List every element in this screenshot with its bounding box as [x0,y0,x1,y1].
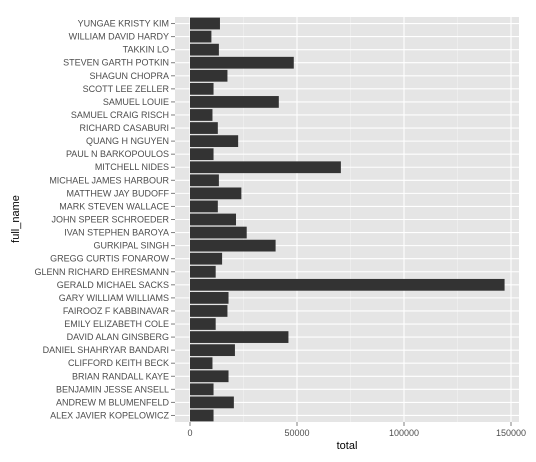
y-tick-label: MARK STEVEN WALLACE [59,201,169,211]
y-tick-label: WILLIAM DAVID HARDY [69,32,169,42]
y-tick-label: SAMUEL LOUIE [103,97,169,107]
y-tick-label: SCOTT LEE ZELLER [83,84,170,94]
bar [190,161,341,174]
bar [190,43,219,56]
bar [190,305,228,317]
bar [190,292,229,304]
y-tick-label: QUANG H NGUYEN [86,136,169,146]
bar [190,265,216,278]
y-tick-label: RICHARD CASABURI [79,123,169,133]
bars [190,17,505,422]
y-tick-label: MATTHEW JAY BUDOFF [67,188,170,198]
x-axis: 0 50000 100000 150000 [187,422,526,438]
bar [190,122,218,134]
y-tick-label: SHAGUN CHOPRA [89,71,169,81]
y-tick-label: ANDREW M BLUMENFELD [56,397,170,407]
bar [190,383,214,396]
bar [190,69,228,82]
y-tick-label: GARY WILLIAM WILLIAMS [59,293,169,303]
y-axis-title: full_name [10,195,22,243]
bar [190,252,223,265]
bar [190,409,214,422]
y-tick-label: GERALD MICHAEL SACKS [57,280,169,290]
bar [190,278,505,291]
y-tick-label: STEVEN GARTH POTKIN [63,58,169,68]
y-tick-label: FAIROOZ F KABBINAVAR [63,306,170,316]
y-tick-label: PAUL N BARKOPOULOS [66,149,169,159]
y-tick-label: GURKIPAL SINGH [93,241,169,251]
bar [190,56,294,69]
bar [190,396,234,409]
x-tick-label: 50000 [284,428,309,438]
x-axis-title: total [337,440,358,452]
bar [190,331,289,343]
major-gridlines [175,17,519,422]
y-tick-label: EMILY ELIZABETH COLE [64,319,169,329]
bar [190,109,213,121]
y-tick-label: BENJAMIN JESSE ANSELL [56,384,169,394]
y-tick-label: ALEX JAVIER KOPELOWICZ [50,410,169,420]
bar [190,187,242,200]
bar [190,226,247,239]
bar [190,135,239,147]
bar [190,200,218,213]
bar [190,174,219,187]
bar [190,213,237,226]
bar [190,318,216,330]
bar [190,148,214,161]
bar [190,357,213,370]
bar [190,370,229,383]
y-tick-label: YUNGAE KRISTY KIM [78,19,169,29]
bar [190,17,220,30]
y-tick-label: MITCHELL NIDES [95,162,169,172]
x-tick-label: 150000 [496,428,526,438]
x-tick-label: 0 [187,428,192,438]
y-tick-label: BRIAN RANDALL KAYE [72,371,169,381]
y-tick-label: SAMUEL CRAIG RISCH [71,110,169,120]
x-tick-label: 100000 [389,428,419,438]
y-tick-label: IVAN STEPHEN BAROYA [64,228,169,238]
y-tick-label: MICHAEL JAMES HARBOUR [49,175,169,185]
bar [190,82,214,95]
y-tick-label: DAVID ALAN GINSBERG [67,332,169,342]
y-tick-label: CLIFFORD KEITH BECK [68,358,169,368]
bar [190,344,235,357]
y-axis: YUNGAE KRISTY KIM WILLIAM DAVID HARDY TAKK… [34,19,175,420]
bar [190,30,212,43]
y-tick-label: TAKKIN LO [123,45,169,55]
bar [190,239,276,252]
y-tick-label: GREGG CURTIS FONAROW [50,254,169,264]
bar [190,96,279,108]
y-tick-label: GLENN RICHARD EHRESMANN [34,267,169,277]
y-tick-label: JOHN SPEER SCHROEDER [51,215,169,225]
y-tick-label: DANIEL SHAHRYAR BANDARI [43,345,169,355]
